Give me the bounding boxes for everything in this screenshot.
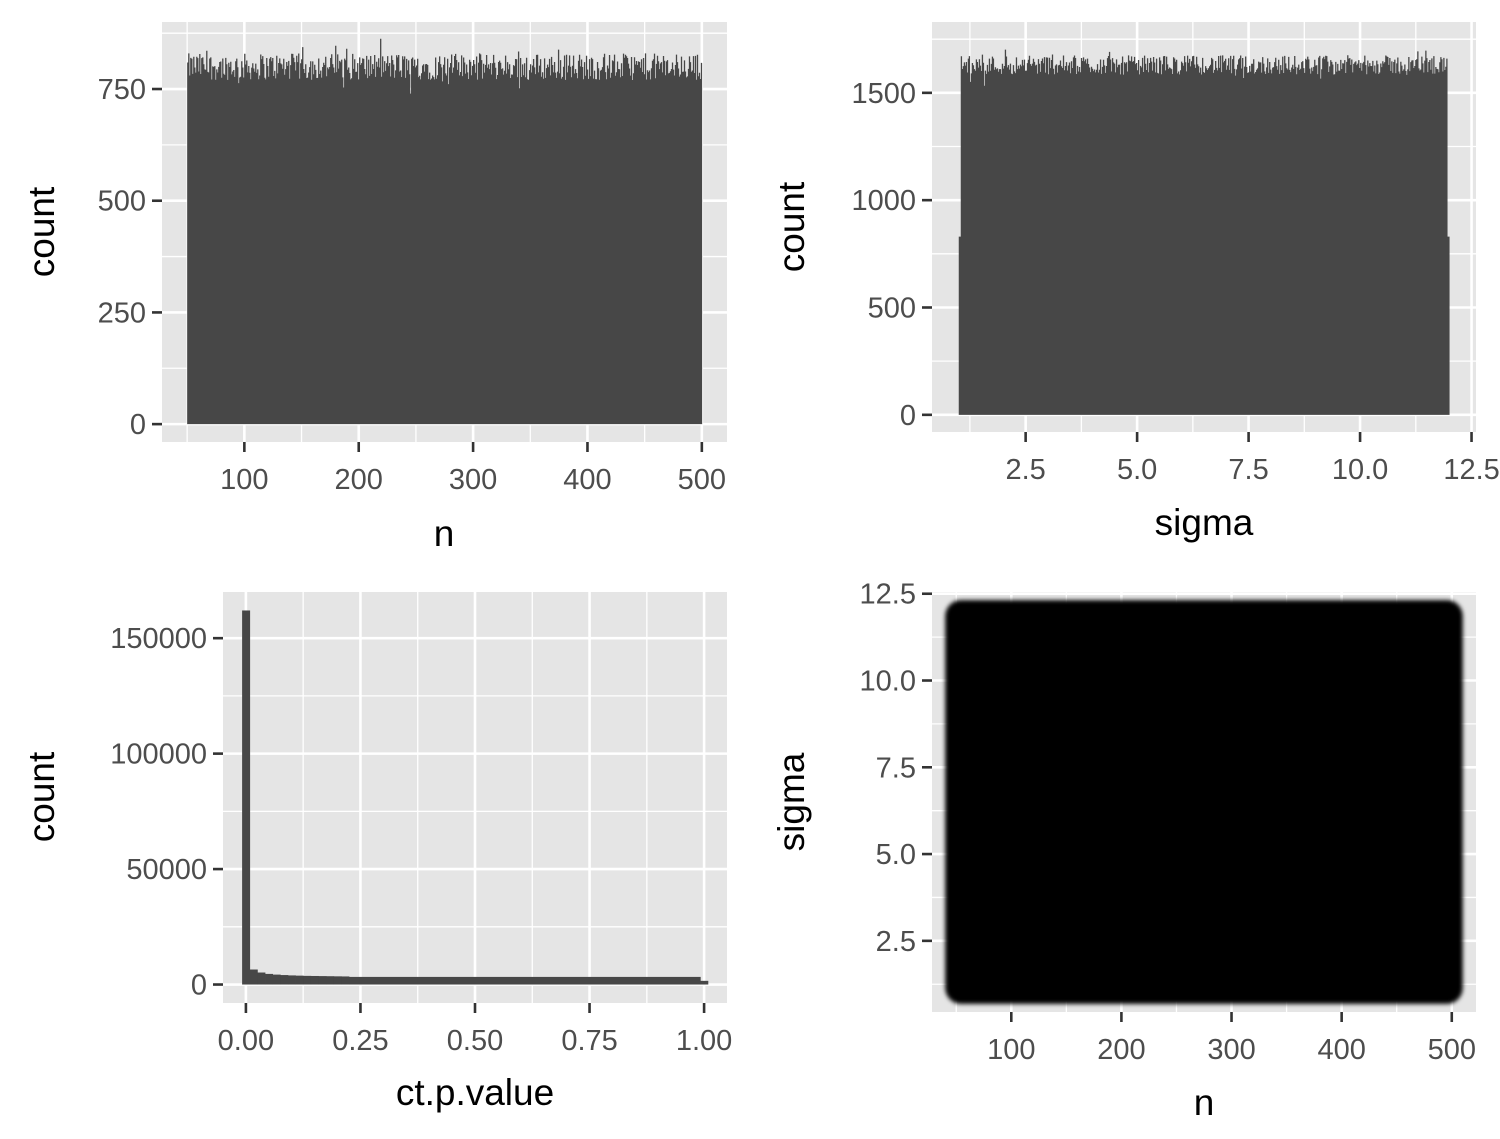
x-tick-label: 2.5: [1005, 454, 1045, 486]
x-tick-label: 500: [1428, 1034, 1476, 1066]
histogram-bars: [242, 610, 709, 985]
y-axis-title: count: [771, 181, 812, 272]
y-tick-label: 100000: [110, 739, 207, 771]
minor-gridlines: [223, 592, 727, 1003]
histogram-sigma-panel: 0 500 1000 1500 2.5 5.0 7.5 10.0 12.5 sigma cou…: [771, 22, 1500, 543]
scatter-n-sigma-panel: 2.5 5.0 7.5 10.0 12.5 100 200 300 400 500 n sigm…: [771, 579, 1476, 1123]
y-tick-label: 50000: [126, 854, 207, 886]
y-tick-label: 0: [900, 400, 916, 432]
x-axis-ticks: 100 200 300 400 500: [220, 442, 726, 496]
histogram-bar: [700, 980, 709, 985]
histogram-bar: [242, 610, 251, 985]
histogram-bar: [295, 975, 304, 985]
y-tick-label: 500: [98, 186, 146, 218]
x-axis-title: sigma: [1155, 502, 1254, 543]
histogram-bar: [249, 969, 258, 985]
x-tick-label: 12.5: [1443, 454, 1499, 486]
histogram-bars: [958, 49, 1450, 415]
histogram-bar: [303, 975, 312, 985]
x-tick-label: 200: [1097, 1034, 1145, 1066]
y-tick-label: 7.5: [876, 752, 916, 784]
histogram-bar: [349, 976, 701, 985]
y-axis-ticks: 0 250 500 750: [98, 74, 162, 441]
x-axis-title: n: [434, 513, 455, 554]
y-tick-label: 5.0: [876, 839, 916, 871]
histogram-bar: [318, 976, 327, 985]
y-tick-label: 750: [98, 74, 146, 106]
histogram-bar: [326, 976, 335, 985]
histogram-bar: [257, 972, 266, 985]
histogram-bar: [280, 975, 289, 985]
scatter-points: [945, 600, 1463, 1004]
y-tick-label: 2.5: [876, 926, 916, 958]
x-tick-label: 0.25: [332, 1025, 388, 1057]
x-tick-label: 0.50: [447, 1025, 503, 1057]
scatter-point-cloud: [945, 600, 1463, 1004]
x-tick-label: 7.5: [1228, 454, 1268, 486]
x-tick-label: 5.0: [1117, 454, 1157, 486]
y-tick-label: 10.0: [860, 666, 916, 698]
x-tick-label: 100: [987, 1034, 1035, 1066]
x-tick-label: 300: [1207, 1034, 1255, 1066]
histogram-n-panel: 0 250 500 750 100 200 300 400 500 n count: [21, 22, 727, 554]
y-axis-title: count: [21, 186, 62, 277]
y-tick-label: 1500: [851, 78, 916, 110]
x-tick-label: 100: [220, 464, 268, 496]
histogram-bar: [187, 38, 703, 425]
y-axis-title: count: [21, 751, 62, 842]
y-axis-title: sigma: [771, 752, 812, 851]
x-tick-label: 10.0: [1332, 454, 1388, 486]
x-axis-ticks: 0.00 0.25 0.50 0.75 1.00: [218, 1003, 732, 1057]
x-axis-ticks: 100 200 300 400 500: [987, 1012, 1476, 1066]
x-tick-label: 400: [1317, 1034, 1365, 1066]
x-tick-label: 400: [563, 464, 611, 496]
y-axis-ticks: 2.5 5.0 7.5 10.0 12.5: [860, 579, 932, 958]
histogram-bar: [265, 973, 274, 985]
histogram-bar: [310, 975, 319, 985]
y-tick-label: 150000: [110, 623, 207, 655]
x-axis-ticks: 2.5 5.0 7.5 10.0 12.5: [1005, 432, 1500, 486]
histogram-bar: [958, 49, 1450, 415]
x-tick-label: 0.75: [561, 1025, 617, 1057]
x-tick-label: 0.00: [218, 1025, 274, 1057]
y-tick-label: 1000: [851, 185, 916, 217]
y-tick-label: 12.5: [860, 579, 916, 611]
x-tick-label: 500: [678, 464, 726, 496]
histogram-bar: [272, 974, 281, 985]
y-tick-label: 0: [130, 409, 146, 441]
x-axis-title: ct.p.value: [396, 1072, 554, 1113]
y-tick-label: 500: [868, 292, 916, 324]
x-tick-label: 300: [449, 464, 497, 496]
y-axis-ticks: 0 50000 100000 150000: [110, 623, 223, 1002]
histogram-bar: [287, 975, 296, 985]
y-tick-label: 250: [98, 297, 146, 329]
y-axis-ticks: 0 500 1000 1500: [851, 78, 932, 432]
x-axis-title: n: [1194, 1082, 1215, 1123]
histogram-bar: [333, 976, 342, 985]
histogram-bar: [341, 976, 350, 985]
x-tick-label: 1.00: [676, 1025, 732, 1057]
x-tick-label: 200: [335, 464, 383, 496]
histogram-bars: [187, 38, 703, 425]
y-tick-label: 0: [191, 970, 207, 1002]
